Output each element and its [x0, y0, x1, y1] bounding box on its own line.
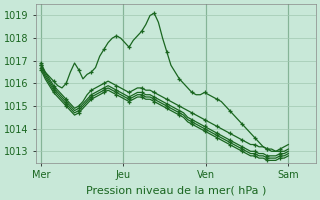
X-axis label: Pression niveau de la mer( hPa ): Pression niveau de la mer( hPa ) — [86, 186, 266, 196]
